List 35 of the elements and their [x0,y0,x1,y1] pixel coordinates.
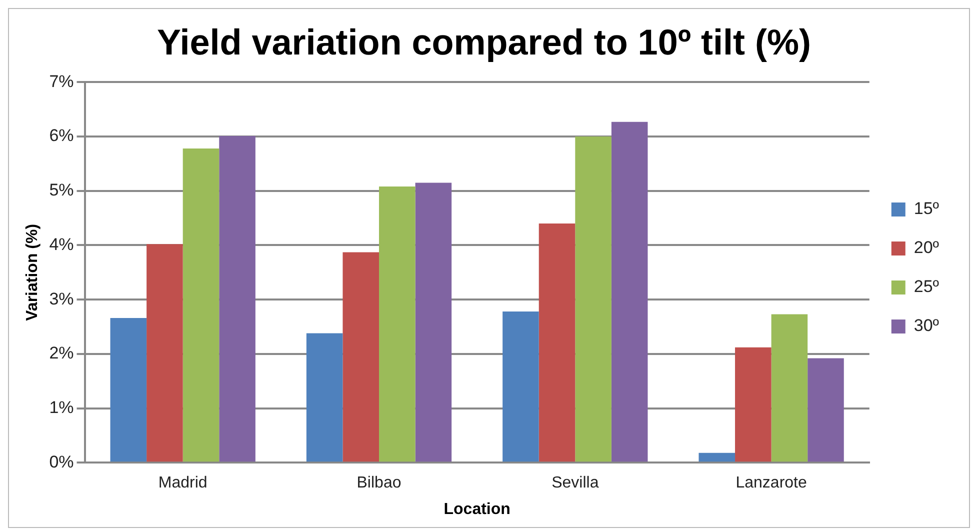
bar [146,244,183,462]
y-axis-title: Variation (%) [24,224,42,321]
x-tick-label: Madrid [158,474,208,492]
bar [611,122,648,462]
y-tick-label: 5% [49,180,74,200]
bar [182,148,220,462]
x-tick-label: Sevilla [552,474,599,492]
legend-label: 20º [914,238,940,258]
legend-label: 30º [914,316,940,336]
bar [538,223,576,462]
bar [415,182,452,462]
y-tick-label: 1% [49,398,74,417]
bar [771,314,808,462]
bar [698,452,736,462]
bar [379,186,416,462]
legend-label: 15º [914,199,940,218]
chart-title: Yield variation compared to 10º tilt (%) [157,22,811,63]
x-tick-label: Bilbao [356,474,402,492]
y-tick-label: 6% [49,126,74,146]
y-tick-label: 0% [49,452,74,472]
y-tick-label: 2% [49,344,74,363]
legend-label: 25º [914,277,940,296]
bar [110,318,147,462]
bar [342,252,379,462]
y-tick-label: 7% [49,72,74,91]
y-tick-label: 4% [49,234,74,254]
x-axis-title: Location [444,500,510,518]
bar [502,312,539,462]
bar [575,136,612,462]
y-tick-label: 3% [49,289,74,308]
bar [219,136,256,462]
bar [808,358,844,462]
x-tick-label: Lanzarote [736,474,807,492]
bar [306,333,343,462]
bar [735,347,772,462]
